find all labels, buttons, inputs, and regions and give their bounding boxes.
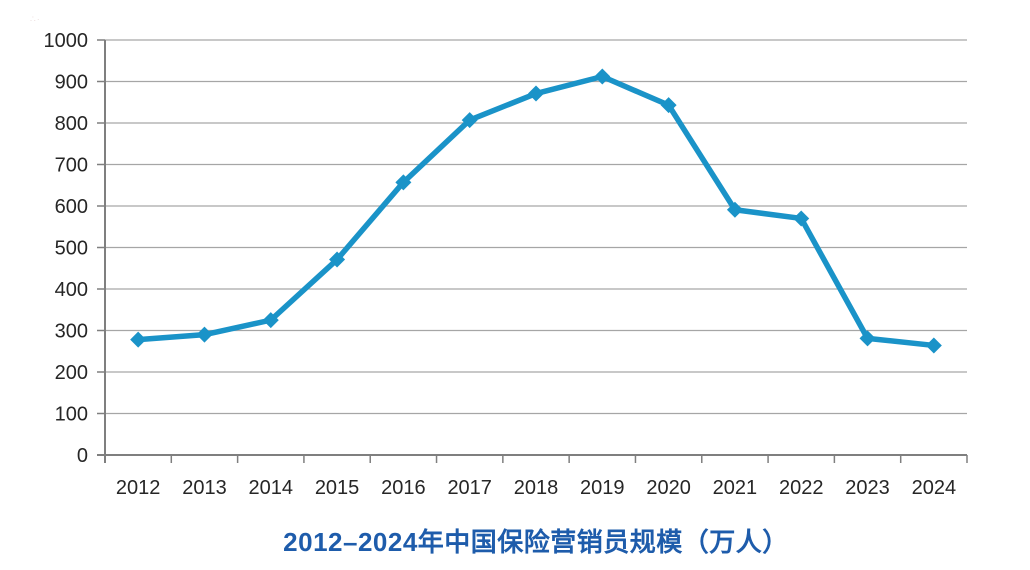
x-tick-label: 2017 bbox=[447, 477, 492, 499]
x-tick-label: 2012 bbox=[116, 477, 161, 499]
data-point-2019 bbox=[594, 68, 611, 85]
y-tick-label: 900 bbox=[55, 72, 88, 94]
data-point-2014 bbox=[262, 312, 279, 329]
data-point-2013 bbox=[196, 326, 213, 343]
x-tick-label: 2022 bbox=[779, 477, 824, 499]
series-line bbox=[135, 73, 937, 349]
y-tick-label: 700 bbox=[55, 155, 88, 177]
x-tick-label: 2019 bbox=[580, 477, 625, 499]
faint-watermark: ∴· bbox=[30, 14, 41, 24]
x-tick-label: 2023 bbox=[845, 477, 890, 499]
x-tick-label: 2018 bbox=[514, 477, 559, 499]
data-point-2020 bbox=[660, 97, 677, 114]
data-point-2016 bbox=[395, 174, 412, 191]
y-tick-label: 300 bbox=[55, 321, 88, 343]
y-tick-label: 400 bbox=[55, 279, 88, 301]
x-tick-label: 2015 bbox=[315, 477, 360, 499]
x-tick-label: 2013 bbox=[182, 477, 227, 499]
data-point-2017 bbox=[461, 112, 478, 129]
y-tick-label: 200 bbox=[55, 362, 88, 384]
chart-title: 2012–2024年中国保险营销员规模（万人） bbox=[283, 527, 789, 557]
y-tick-label: 100 bbox=[55, 404, 88, 426]
y-tick-label: 0 bbox=[77, 445, 88, 467]
x-tick-label: 2024 bbox=[912, 477, 957, 499]
data-point-2012 bbox=[130, 331, 147, 348]
y-tick-label: 800 bbox=[55, 113, 88, 135]
y-tick-label: 600 bbox=[55, 196, 88, 218]
data-point-2015 bbox=[329, 251, 346, 268]
y-tick-label: 500 bbox=[55, 238, 88, 260]
x-tick-label: 2021 bbox=[713, 477, 758, 499]
x-tick-label: 2014 bbox=[249, 477, 294, 499]
data-point-2022 bbox=[793, 210, 810, 227]
x-tick-label: 2016 bbox=[381, 477, 426, 499]
x-tick-label: 2020 bbox=[646, 477, 691, 499]
data-point-2021 bbox=[726, 201, 743, 218]
data-point-2023 bbox=[859, 330, 876, 347]
data-point-2018 bbox=[528, 85, 544, 102]
data-point-2024 bbox=[925, 337, 942, 354]
y-tick-label: 1000 bbox=[44, 30, 89, 52]
